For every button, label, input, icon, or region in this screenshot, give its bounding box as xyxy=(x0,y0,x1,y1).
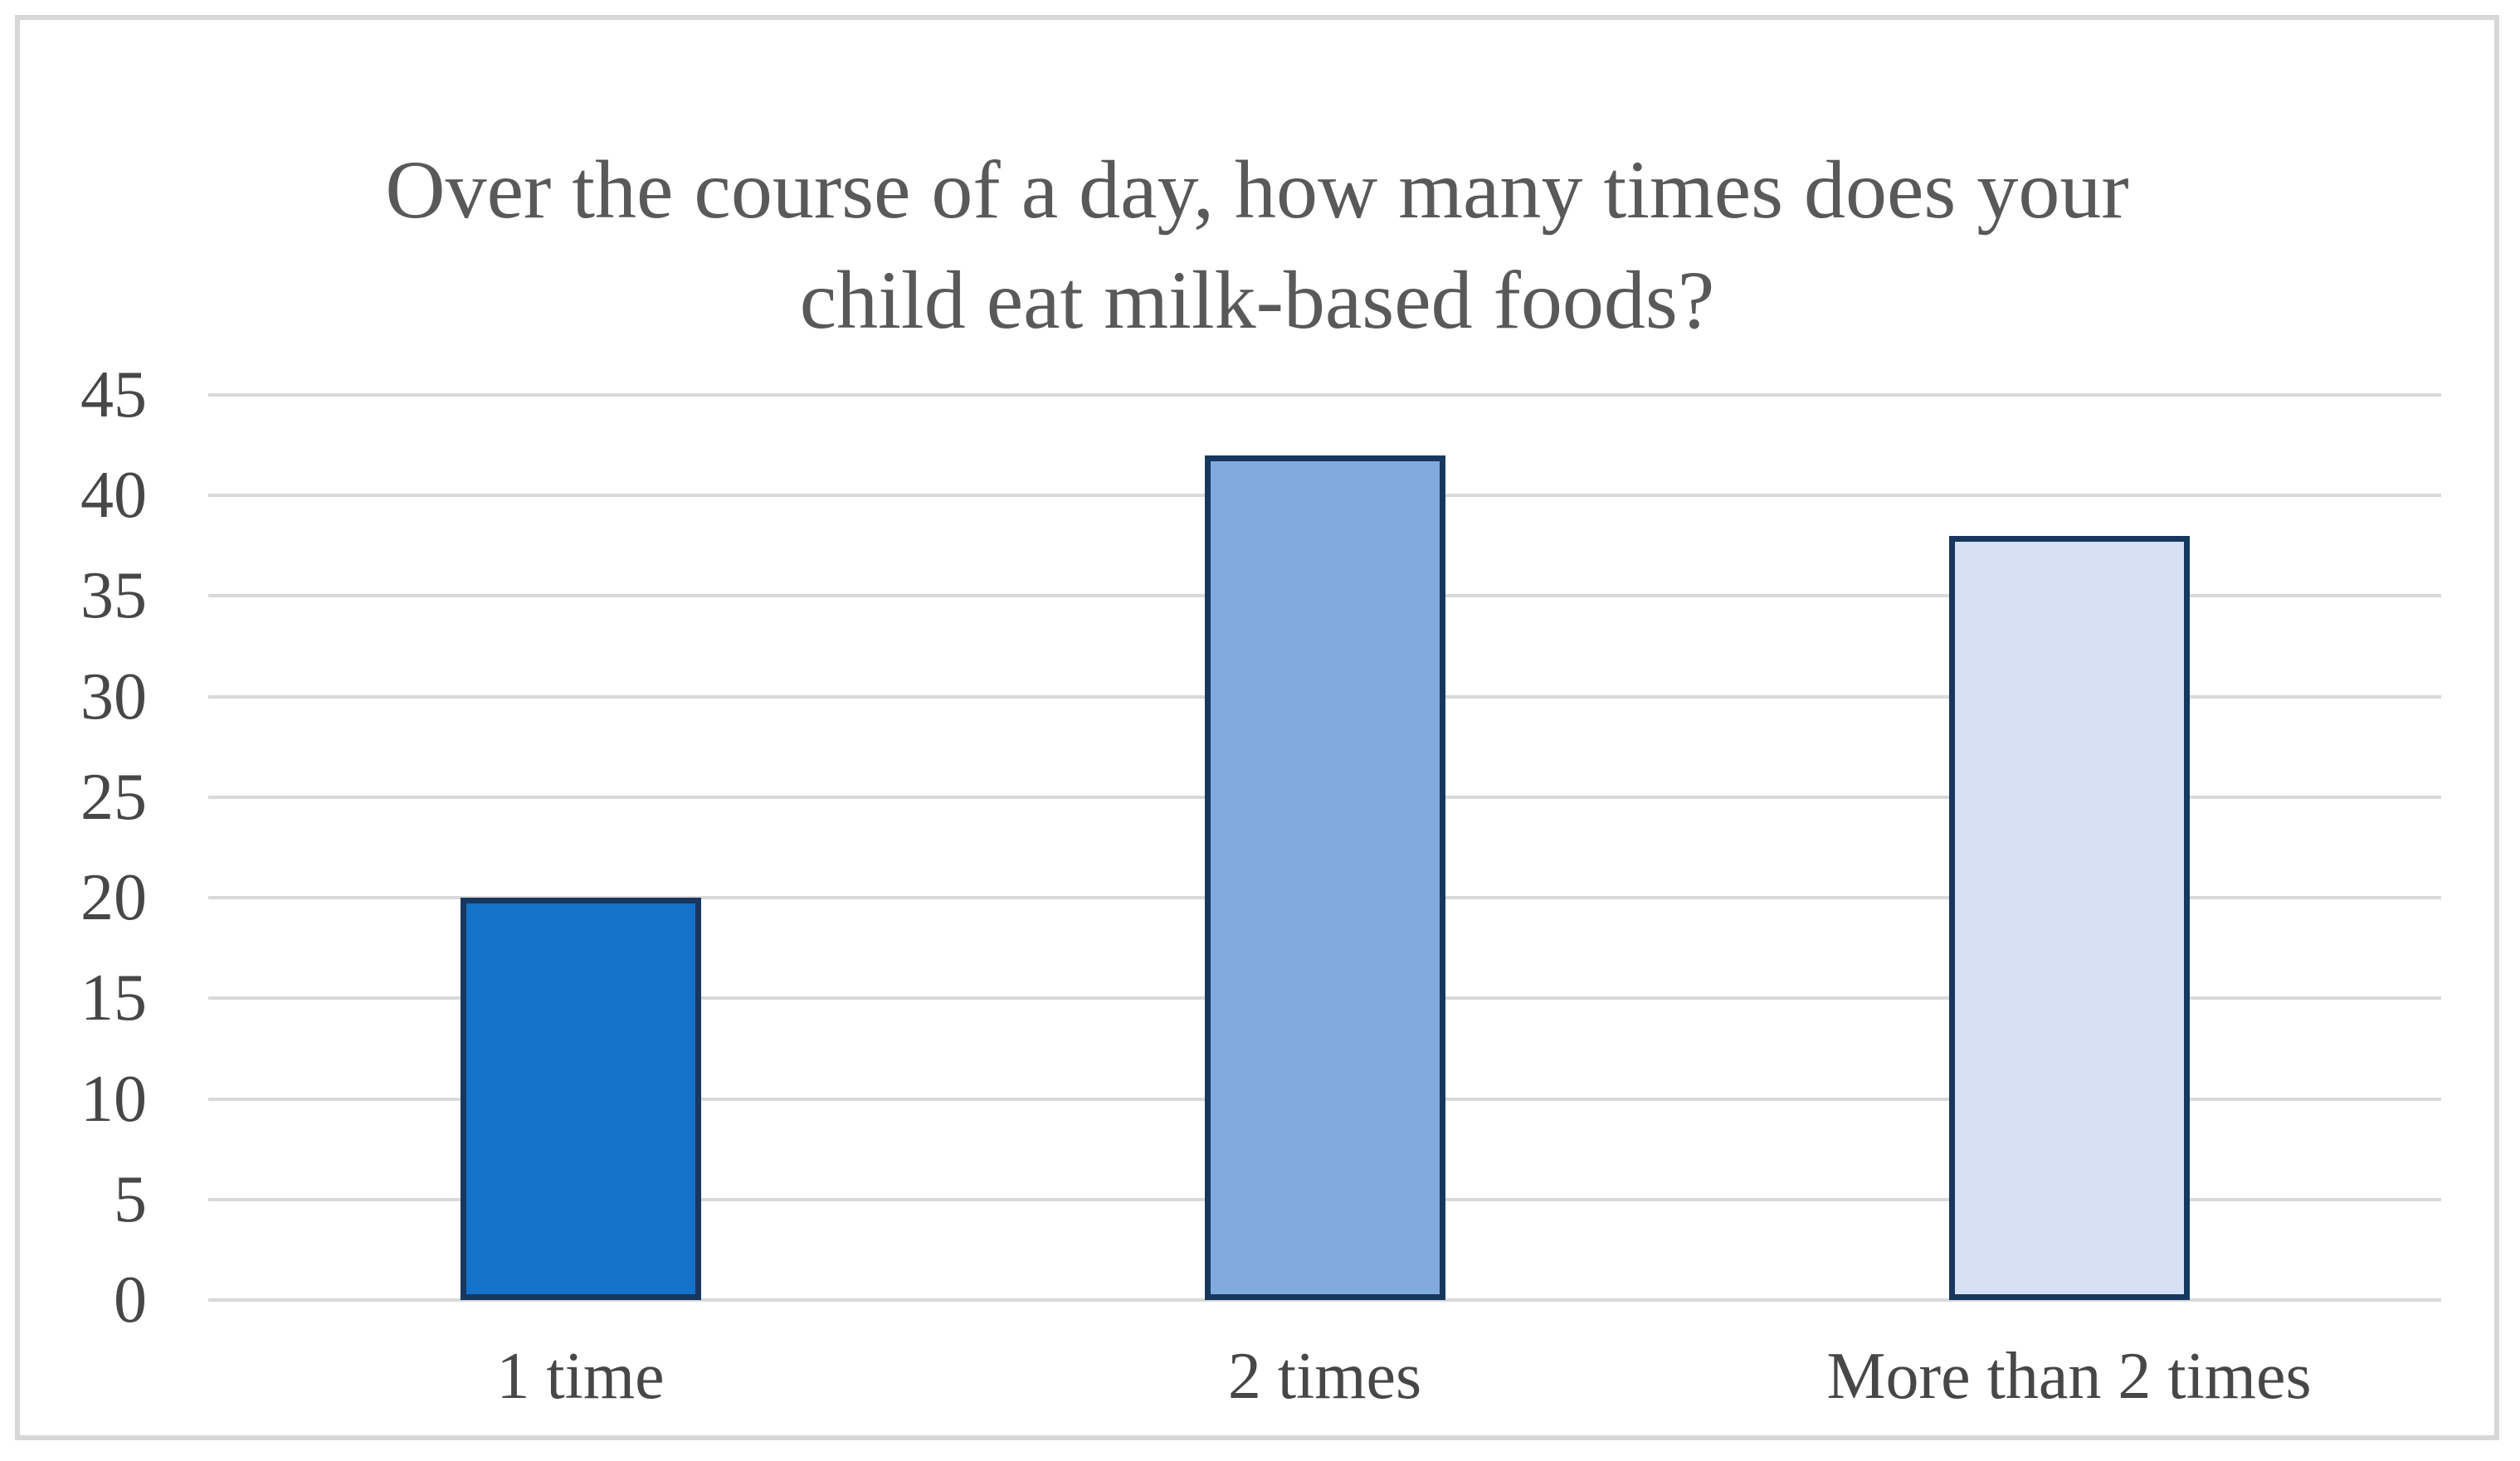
x-category-label-more-than-2-times: More than 2 times xyxy=(1826,1340,2312,1413)
y-tick-label-30: 30 xyxy=(80,660,147,733)
chart-frame-border: Over the course of a day, how many times… xyxy=(15,15,2499,1440)
y-tick-label-20: 20 xyxy=(80,861,147,935)
chart-title: Over the course of a day, how many times… xyxy=(385,144,2129,346)
y-tick-label-0: 0 xyxy=(114,1264,147,1337)
y-axis-tick-labels: 0 5 10 15 20 25 30 35 40 45 xyxy=(20,358,151,1337)
y-tick-label-25: 25 xyxy=(80,760,147,834)
x-category-label-1-time: 1 time xyxy=(496,1340,665,1413)
y-tick-label-35: 35 xyxy=(80,559,147,633)
x-axis-category-labels: 1 time 2 times More than 2 times xyxy=(208,1322,2441,1430)
y-tick-label-45: 45 xyxy=(80,358,147,431)
bar-2-times xyxy=(1204,455,1445,1300)
plot-area xyxy=(208,393,2441,1302)
y-tick-label-40: 40 xyxy=(80,459,147,533)
bar-more-than-2-times xyxy=(1948,536,2190,1300)
x-category-label-2-times: 2 times xyxy=(1227,1340,1422,1413)
y-tick-label-5: 5 xyxy=(114,1162,147,1236)
y-tick-label-15: 15 xyxy=(80,962,147,1035)
gridline-0 xyxy=(208,1298,2441,1302)
gridline-45 xyxy=(208,393,2441,397)
bar-1-time xyxy=(460,898,701,1300)
y-tick-label-10: 10 xyxy=(80,1062,147,1136)
